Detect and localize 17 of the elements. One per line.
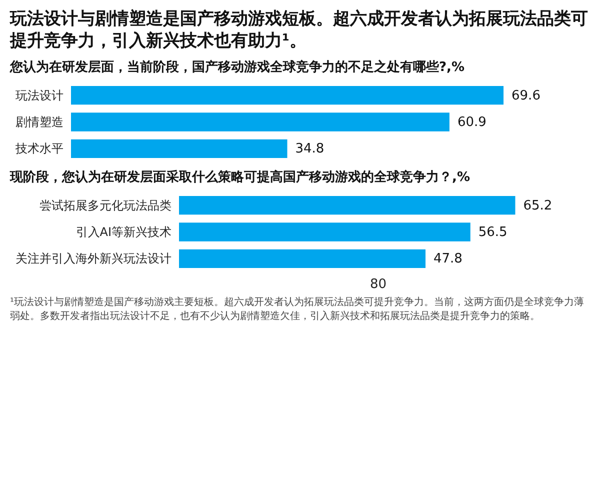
data-label: 69.6 [512, 88, 540, 104]
text: ¹玩法设计与剧情塑造是国产移动游戏主要短板。超六成开发者认为拓展玩法品类可提升竞争力。当前，这两方面仍是全球竞争力薄弱处。多数开发者指出玩法设计不足，也有不少认为剧情塑造欠佳，引入新兴技术和拓展玩法品类是提升竞争力的策略。 [10, 296, 586, 324]
data-label: 56.5 [478, 225, 508, 240]
data-label: 65.2 [523, 198, 552, 214]
chart-subtitle: 您认为在研发层面，当前阶段，国产移动游戏全球竞争力的不足之处有哪些?,% [10, 58, 466, 76]
text: 80 [369, 277, 388, 292]
y-tick-label: 剧情塑造 [16, 115, 64, 129]
data-label: 47.8 [434, 252, 462, 267]
y-tick-label: 引入AI等新兴技术 [76, 225, 172, 239]
y-tick-label: 尝试拓展多元化玩法品类 [40, 198, 172, 212]
y-tick-label: 关注并引入海外新兴玩法设计 [16, 252, 172, 266]
data-label: 34.8 [295, 142, 324, 157]
y-tick-label: 技术水平 [14, 142, 64, 156]
y-tick-label: 玩法设计 [16, 88, 64, 102]
data-label: 60.9 [457, 115, 486, 130]
chart-title: 现阶段，您认为在研发层面采取什么策略可提高国产移动游戏的全球竞争力？,% [10, 168, 471, 186]
chart-title: 玩法设计与剧情塑造是国产移动游戏短板。超六成开发者认为拓展玩法品类可提升竞争力，引入新兴技术也有助力¹。 [10, 8, 589, 52]
